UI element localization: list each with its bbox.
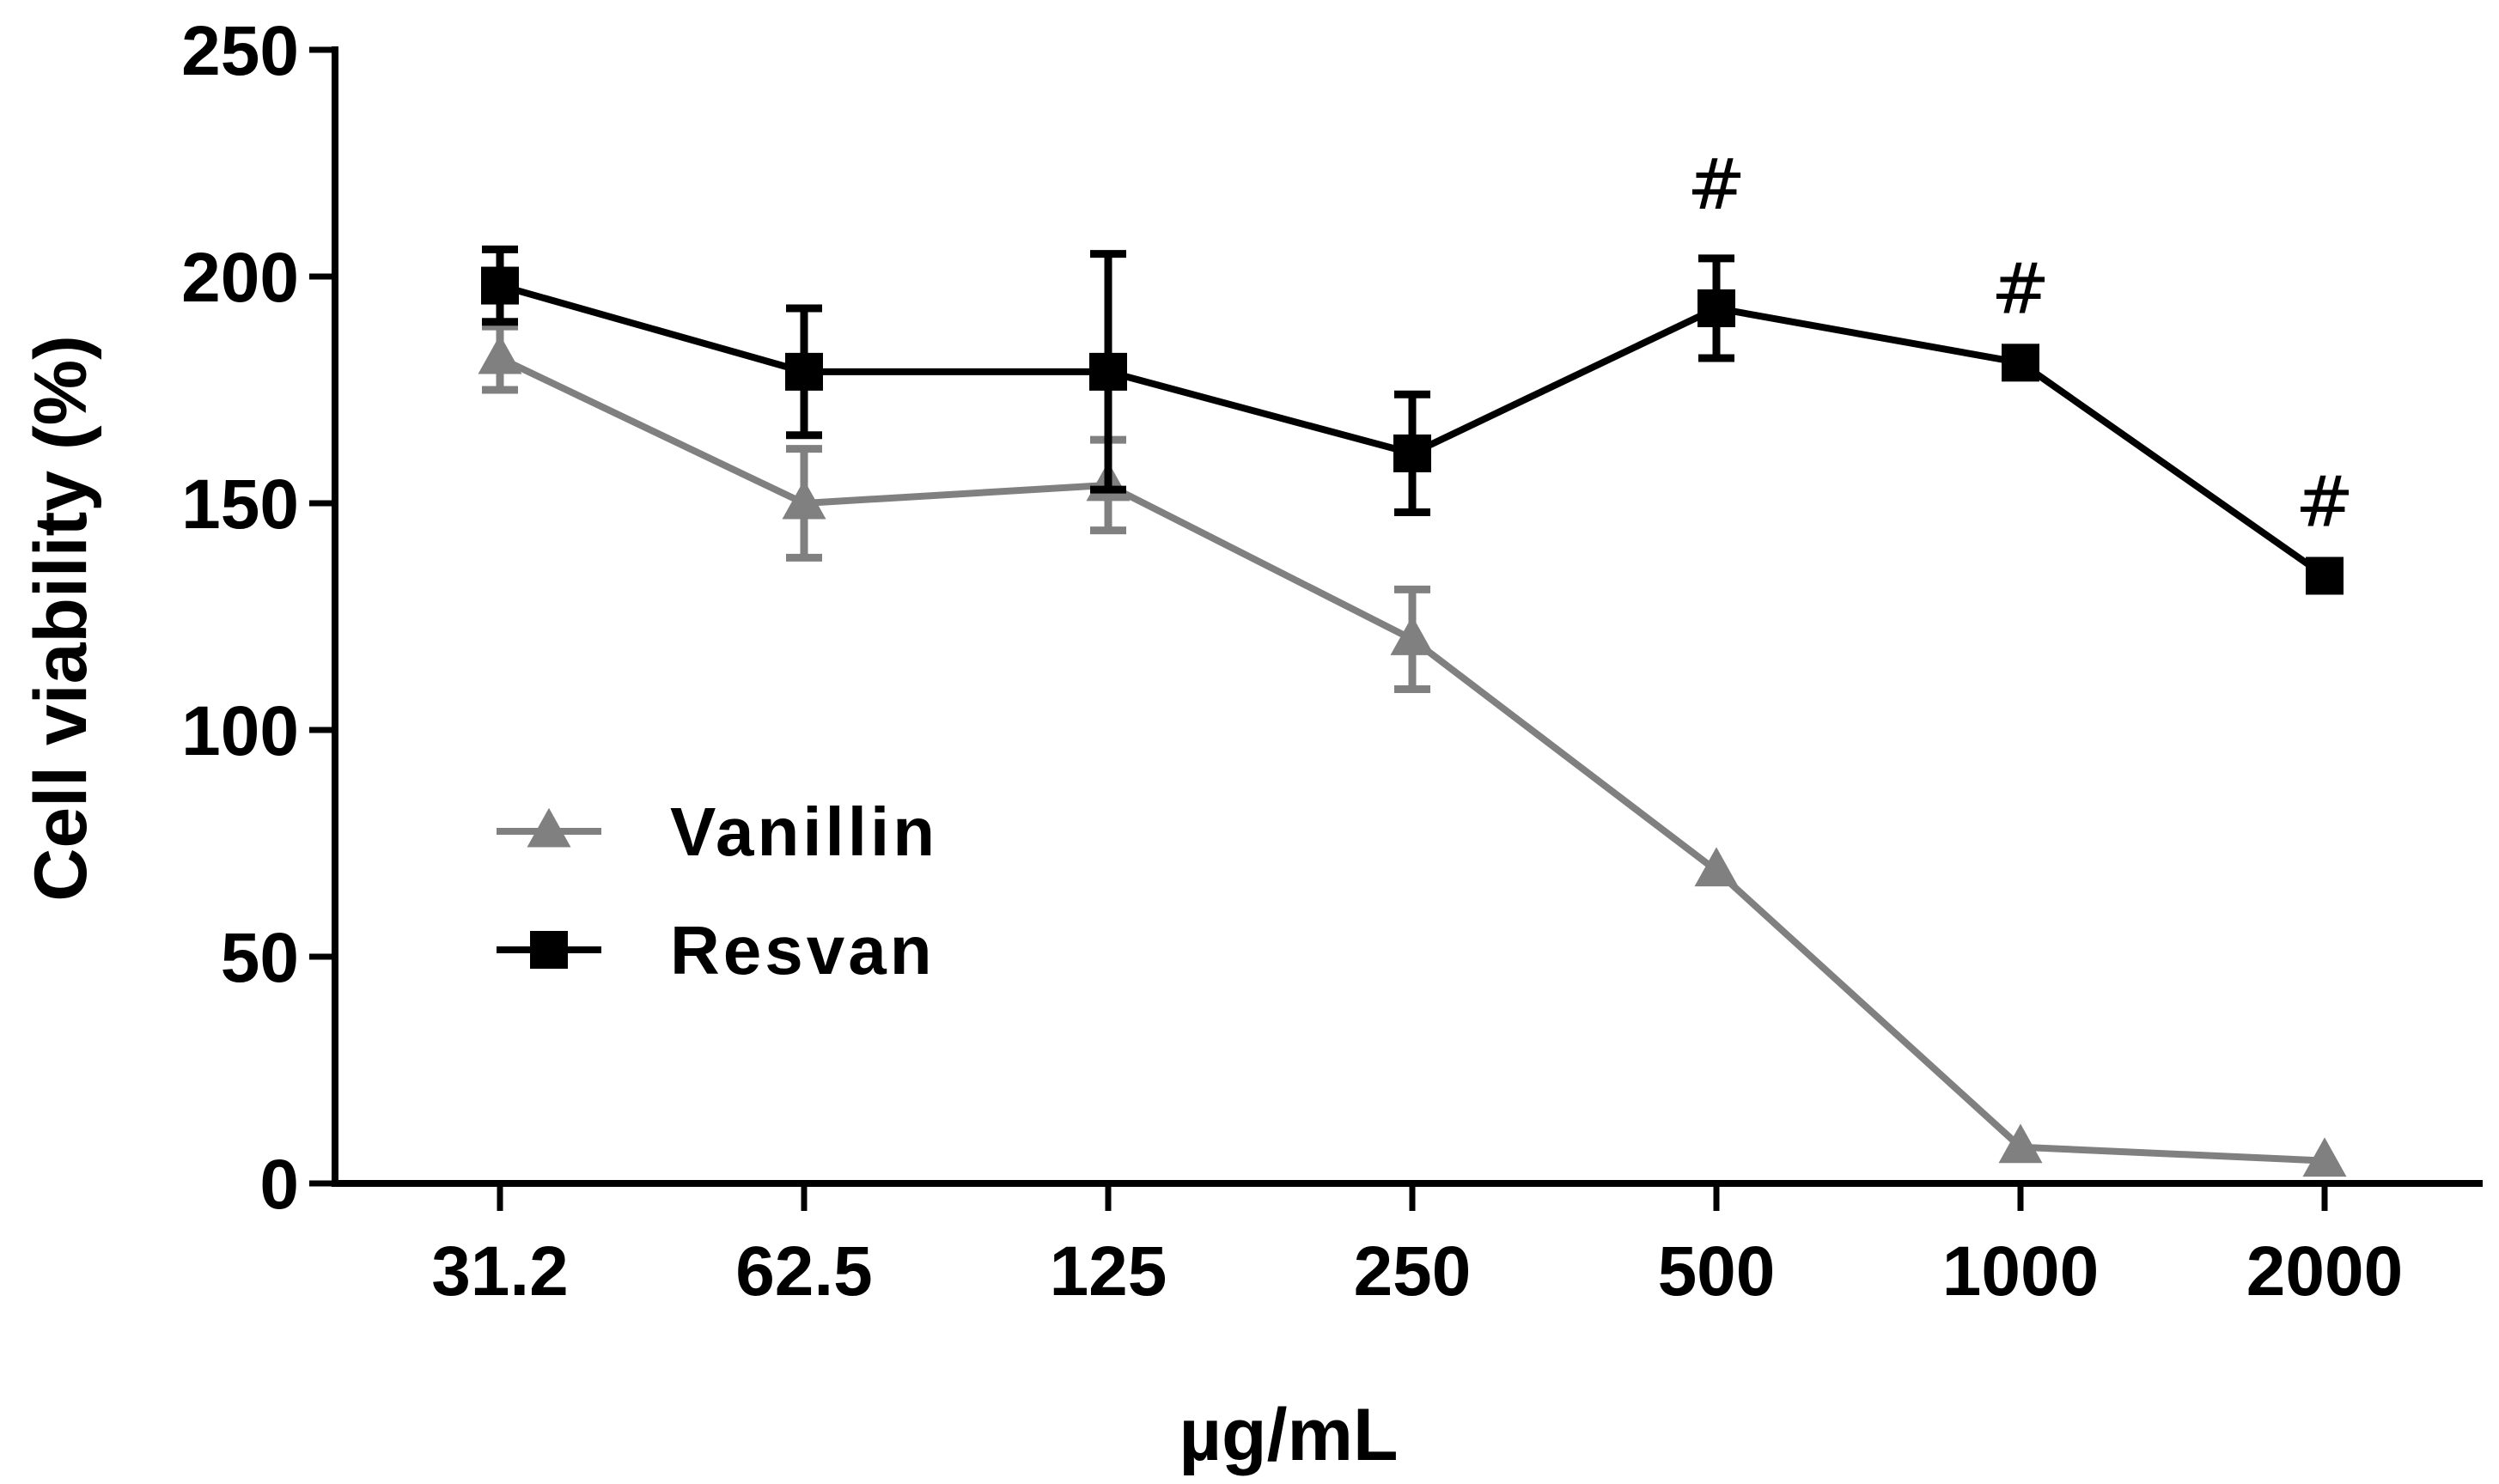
legend-label: Resvan (670, 912, 936, 988)
resvan-point (1089, 352, 1127, 391)
x-axis-title: µg/mL (1179, 1394, 1399, 1476)
resvan-point (2002, 344, 2039, 382)
significance-marker: # (2295, 461, 2355, 543)
significance-marker: # (1687, 144, 1746, 226)
vanillin-point (782, 479, 826, 520)
vanillin-point (1390, 616, 1435, 655)
resvan-point (1697, 289, 1735, 327)
vanillin-point (1694, 847, 1739, 887)
y-tick-label: 250 (181, 12, 299, 90)
vanillin-point (478, 334, 522, 374)
resvan-point (2306, 556, 2344, 595)
legend: Vanillin Resvan (497, 794, 938, 988)
axes: 0 50 100 150 200 250 31.2 62.5 125 250 500 1000 2000 (181, 12, 2483, 1311)
resvan-point (785, 352, 823, 391)
series-resvan (481, 245, 2344, 595)
y-tick-label: 200 (181, 239, 299, 317)
series-layer (478, 245, 2347, 1177)
legend-item-resvan: Resvan (497, 912, 936, 988)
y-tick-label: 100 (181, 692, 299, 770)
y-tick-label: 0 (259, 1146, 299, 1224)
resvan-point (1393, 434, 1431, 472)
y-tick-label: 50 (221, 919, 299, 997)
legend-item-vanillin: Vanillin (497, 794, 938, 870)
x-tick-label: 2000 (2246, 1232, 2403, 1311)
vanillin-point (1998, 1123, 2043, 1164)
significance-marker: # (1991, 248, 2051, 330)
resvan-point (481, 266, 519, 305)
legend-label: Vanillin (670, 794, 938, 870)
vanillin-point (2302, 1137, 2347, 1177)
legend-swatch-marker (527, 807, 571, 848)
x-tick-label: 1000 (1942, 1232, 2099, 1311)
x-tick-label: 125 (1050, 1232, 1167, 1311)
x-tick-label: 500 (1658, 1232, 1776, 1311)
x-tick-label: 62.5 (735, 1232, 873, 1311)
x-tick-label: 250 (1354, 1232, 1472, 1311)
y-axis-title: Cell viability (%) (20, 335, 102, 902)
y-tick-label: 150 (181, 465, 299, 544)
x-tick-label: 31.2 (431, 1232, 569, 1311)
annotations-layer: # # # (1687, 144, 2355, 544)
legend-swatch-marker (530, 931, 568, 969)
